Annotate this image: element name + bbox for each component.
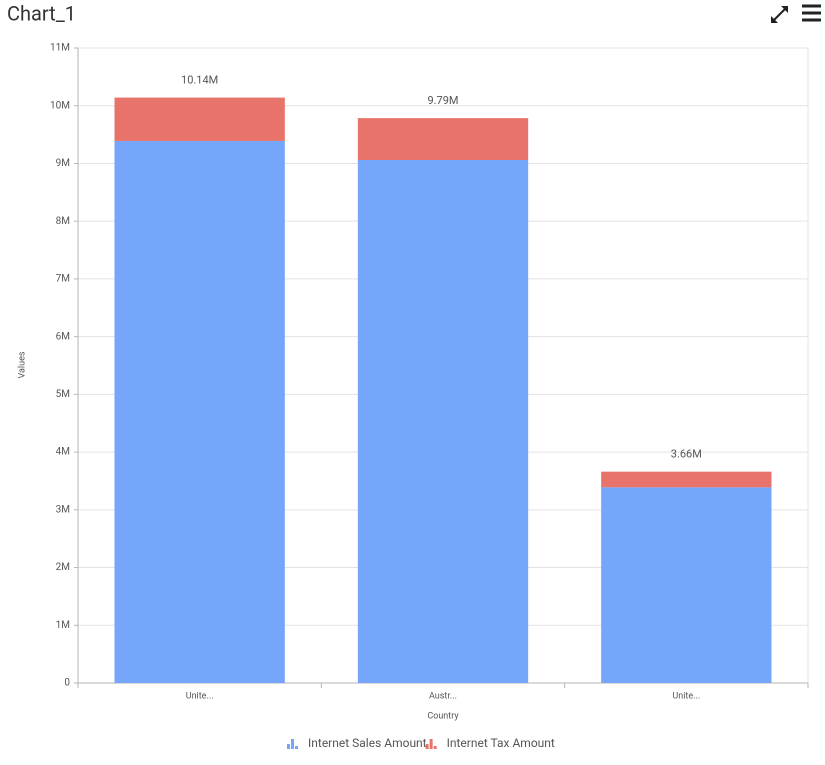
bar-segment bbox=[357, 118, 529, 160]
total-label: 3.66M bbox=[671, 448, 702, 461]
y-tick-label: 7M bbox=[56, 274, 70, 285]
bar-segment bbox=[114, 140, 285, 683]
y-tick-label: 9M bbox=[56, 158, 70, 169]
total-label: 10.14M bbox=[181, 73, 218, 86]
y-tick-label: 0 bbox=[64, 678, 70, 689]
y-tick-label: 6M bbox=[56, 331, 70, 342]
y-tick-label: 4M bbox=[56, 447, 70, 458]
bar-segment bbox=[601, 487, 772, 683]
y-tick-label: 10M bbox=[50, 100, 70, 111]
legend-item[interactable]: Internet Tax Amount bbox=[425, 736, 555, 750]
total-label: 9.79M bbox=[427, 94, 458, 107]
legend-icon bbox=[433, 746, 437, 749]
menu-icon[interactable] bbox=[802, 4, 821, 22]
y-tick-label: 11M bbox=[50, 43, 70, 54]
chart-title: Chart_1 bbox=[7, 1, 76, 25]
legend-icon bbox=[291, 739, 294, 749]
legend-label: Internet Tax Amount bbox=[447, 736, 555, 750]
legend-icon bbox=[295, 746, 298, 749]
bar-segment bbox=[357, 159, 529, 683]
x-tick-label: Austr... bbox=[429, 691, 457, 701]
legend-item[interactable]: Internet Sales Amount bbox=[287, 736, 427, 750]
y-axis-title: Values bbox=[17, 351, 27, 378]
legend-icon bbox=[287, 744, 290, 749]
y-tick-label: 2M bbox=[56, 562, 70, 573]
bar-segment bbox=[114, 97, 285, 141]
bar-segment bbox=[601, 471, 772, 488]
x-axis-title: Country bbox=[427, 711, 459, 721]
x-tick-label: Unite... bbox=[672, 691, 700, 701]
legend-icon bbox=[429, 739, 433, 749]
legend-label: Internet Sales Amount bbox=[308, 736, 427, 750]
y-tick-label: 8M bbox=[56, 216, 70, 227]
y-tick-label: 1M bbox=[56, 620, 70, 631]
legend-icon bbox=[425, 744, 429, 749]
y-tick-label: 5M bbox=[56, 389, 70, 400]
x-tick-label: Unite... bbox=[186, 691, 214, 701]
legend: Internet Sales Amount Internet Tax Amount bbox=[287, 736, 555, 750]
y-tick-label: 3M bbox=[56, 504, 70, 515]
expand-icon[interactable] bbox=[771, 6, 788, 23]
